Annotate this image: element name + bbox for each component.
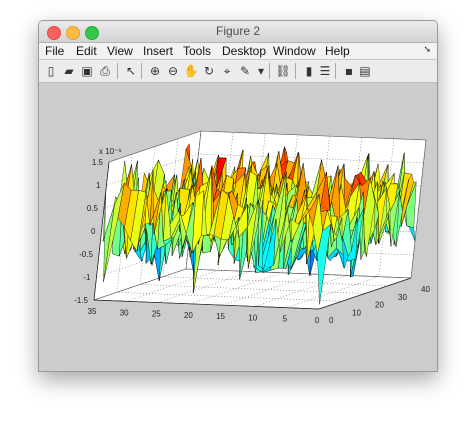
menu-desktop[interactable]: Desktop [222,44,267,58]
window-title: Figure 2 [215,24,261,38]
pan-icon[interactable]: ✋ [183,64,199,78]
toolbar-separator [335,63,336,79]
grid-line-x [185,130,412,279]
x-tick-label: 0 [329,316,334,325]
menu-tools[interactable]: Tools [183,44,212,58]
show-plot-tools-icon[interactable]: ▤ [359,64,371,78]
z-tick-label: -0.5 [79,250,93,259]
z-tick-label: -1.5 [74,296,88,305]
title-bar[interactable]: Figure 2 [39,21,437,43]
x-axis-line [318,277,412,310]
y-axis-line [93,299,320,310]
pointer-icon[interactable]: ↖ [125,64,137,78]
surface-patch [317,223,332,305]
z-exponent-label: x 10⁻⁶ [99,147,122,156]
z-tick-label: -1 [83,273,91,282]
new-figure-icon[interactable]: ▯ [47,64,55,78]
toolbar-separator [141,63,142,79]
y-tick-label: 25 [152,310,161,319]
brush-icon[interactable]: ✎ [239,64,251,78]
print-icon[interactable]: ⎙ [100,64,110,78]
z-tick-label: 0 [91,227,96,236]
plot-area: 0 10 20 30 40 0 5 10 15 20 25 30 35 -1.5 -1 -0.5 0 0.5 1 1.… [39,83,437,371]
grid-line-y [318,139,427,310]
link-plot-icon[interactable]: ⛓ [275,64,291,78]
menu-window[interactable]: Window [273,44,316,58]
menu-insert[interactable]: Insert [143,44,174,58]
x-tick-label: 10 [352,308,361,317]
z-axis-line [93,161,110,301]
z-tick-label: 1.5 [92,158,104,167]
z-tick-label: 0.5 [87,204,99,213]
hide-plot-tools-icon[interactable]: ▪ [344,64,354,78]
y-tick-label: 15 [216,312,225,321]
zoom-in-icon[interactable]: ⊕ [149,64,161,78]
y-tick-label: 5 [283,315,288,324]
menu-file[interactable]: File [45,44,65,58]
minimize-button[interactable] [66,26,80,40]
colorbar-icon[interactable]: ▮ [305,64,313,78]
menu-edit[interactable]: Edit [76,44,97,58]
menu-help[interactable]: Help [325,44,350,58]
toolbar-separator [295,63,296,79]
legend-icon[interactable]: ☰ [319,64,331,78]
maximize-button[interactable] [85,26,99,40]
toolbar-separator [117,63,118,79]
y-tick-label: 30 [120,308,129,317]
open-file-icon[interactable]: ▰ [64,64,74,78]
x-tick-label: 20 [375,301,384,310]
x-tick-label: 30 [398,293,407,302]
save-icon[interactable]: ▣ [81,64,93,78]
y-tick-label: 0 [315,316,320,325]
menu-bar: File Edit View Insert Tools Desktop Wind… [39,43,437,60]
y-tick-label: 35 [88,307,97,316]
data-cursor-icon[interactable]: ⌖ [223,64,231,78]
zoom-out-icon[interactable]: ⊖ [167,64,179,78]
toolbar-separator [269,63,270,79]
toolbar: ▯ ▰ ▣ ⎙ ↖ ⊕ ⊖ ✋ ↻ ⌖ ✎ ▾ ⛓ ▮ ☰ ▪ ▤ [39,60,437,83]
y-tick-label: 20 [184,311,193,320]
y-tick-label: 10 [248,313,257,322]
brush-dropdown-icon[interactable]: ▾ [257,64,265,78]
z-tick-label: 1 [96,181,101,190]
x-tick-label: 40 [421,285,430,294]
close-button[interactable] [47,26,61,40]
figure-window: Figure 2 File Edit View Insert Tools Des… [38,20,438,372]
surface-plot[interactable]: 0 10 20 30 40 0 5 10 15 20 25 30 35-1.5 -1 -0.5 0 0.5 1 1.… [39,83,437,371]
menu-view[interactable]: View [107,44,133,58]
dock-arrow-icon[interactable]: ➘ [423,44,431,54]
rotate-3d-icon[interactable]: ↻ [203,64,215,78]
